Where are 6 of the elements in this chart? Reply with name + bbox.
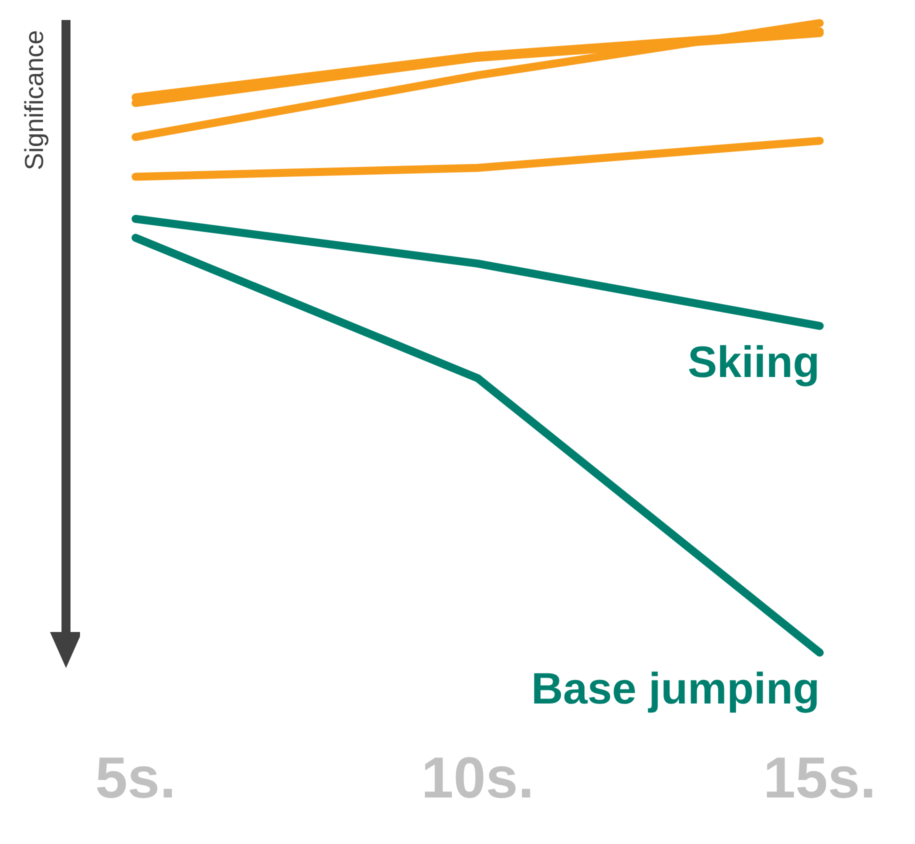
series-label: Skiing	[688, 338, 820, 387]
x-tick-label: 10s.	[421, 746, 534, 810]
y-axis-title: Significance	[18, 30, 49, 170]
x-tick-label: 5s.	[95, 746, 176, 810]
series-label: Base jumping	[531, 664, 820, 714]
x-tick-label: 15s.	[763, 746, 876, 810]
